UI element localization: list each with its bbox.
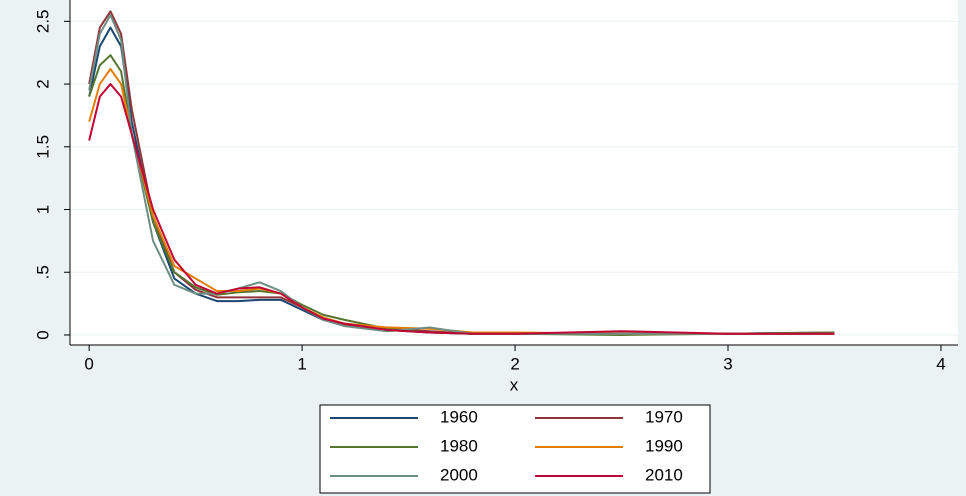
x-tick-label: 4 [936,354,945,373]
legend-label: 1960 [440,407,478,426]
legend-label: 1970 [645,407,683,426]
legend-label: 2000 [440,465,478,484]
x-axis-label: x [510,375,519,394]
plot-area [70,0,958,345]
y-tick-label: 1 [33,205,52,214]
x-tick-label: 0 [84,354,93,373]
legend-label: 1980 [440,436,478,455]
x-tick-label: 1 [297,354,306,373]
legend-label: 1990 [645,436,683,455]
x-tick-label: 2 [510,354,519,373]
y-tick-label: 0 [33,330,52,339]
y-tick-label: 1.5 [33,135,52,159]
legend-label: 2010 [645,465,683,484]
x-tick-label: 3 [723,354,732,373]
legend [319,404,711,494]
y-tick-label: 2.5 [33,10,52,34]
y-tick-label: 2 [33,79,52,88]
y-tick-label: .5 [33,265,52,279]
series-line [88,83,835,335]
